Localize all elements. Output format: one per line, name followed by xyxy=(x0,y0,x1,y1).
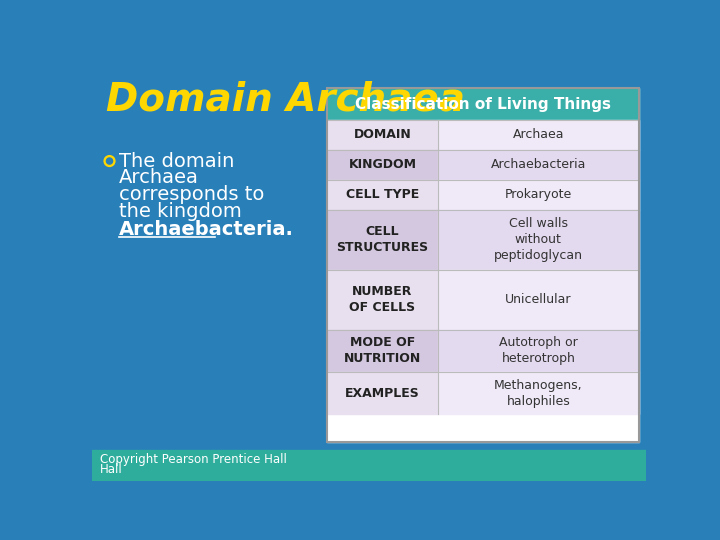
Text: KINGDOM: KINGDOM xyxy=(348,158,416,171)
Text: Classification of Living Things: Classification of Living Things xyxy=(354,97,611,112)
Bar xyxy=(438,330,639,372)
Text: Autotroph or
heterotroph: Autotroph or heterotroph xyxy=(499,336,577,366)
Bar xyxy=(327,88,639,442)
Text: Archaebacteria: Archaebacteria xyxy=(491,158,586,171)
Bar xyxy=(327,88,639,442)
Bar xyxy=(92,450,647,481)
Text: CELL TYPE: CELL TYPE xyxy=(346,188,419,201)
Bar xyxy=(438,372,639,414)
Circle shape xyxy=(104,156,115,166)
Bar xyxy=(438,269,639,330)
Text: Prokaryote: Prokaryote xyxy=(505,188,572,201)
Text: Cell walls
without
peptidoglycan: Cell walls without peptidoglycan xyxy=(494,217,583,262)
Bar xyxy=(438,120,639,150)
Text: the kingdom: the kingdom xyxy=(119,201,241,221)
Bar xyxy=(327,372,438,414)
Bar xyxy=(438,180,639,210)
Bar xyxy=(327,210,438,269)
Bar xyxy=(327,269,438,330)
Text: The domain: The domain xyxy=(119,152,234,171)
Circle shape xyxy=(107,158,112,164)
Text: Domain Archaea: Domain Archaea xyxy=(106,80,464,118)
Bar xyxy=(327,330,438,372)
Text: MODE OF
NUTRITION: MODE OF NUTRITION xyxy=(344,336,421,366)
Text: DOMAIN: DOMAIN xyxy=(354,129,411,141)
Text: Archaea: Archaea xyxy=(119,168,199,187)
Text: Copyright Pearson Prentice Hall: Copyright Pearson Prentice Hall xyxy=(99,453,287,465)
Text: CELL
STRUCTURES: CELL STRUCTURES xyxy=(336,225,428,254)
Bar xyxy=(327,120,438,150)
Bar xyxy=(327,150,438,180)
Bar xyxy=(438,210,639,269)
Bar xyxy=(438,150,639,180)
Bar xyxy=(327,88,639,120)
Text: EXAMPLES: EXAMPLES xyxy=(345,387,420,400)
Bar xyxy=(327,180,438,210)
Text: Archaea: Archaea xyxy=(513,129,564,141)
Text: NUMBER
OF CELLS: NUMBER OF CELLS xyxy=(349,285,415,314)
Text: Methanogens,
halophiles: Methanogens, halophiles xyxy=(494,379,582,408)
Text: Hall: Hall xyxy=(99,463,122,476)
Text: Unicellular: Unicellular xyxy=(505,293,572,306)
Text: corresponds to: corresponds to xyxy=(119,185,264,205)
Text: Archaebacteria.: Archaebacteria. xyxy=(119,220,294,239)
